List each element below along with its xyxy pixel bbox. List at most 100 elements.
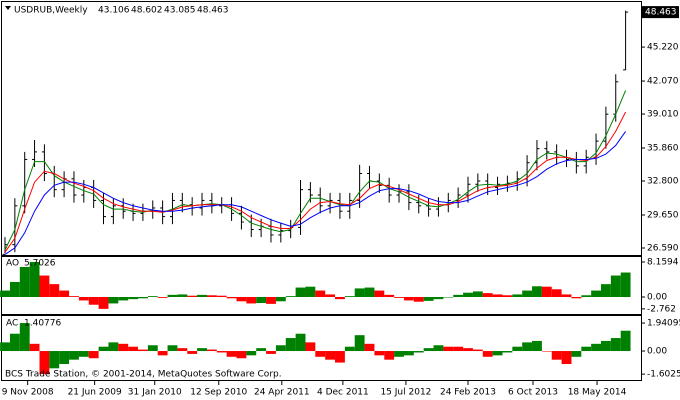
histogram-bar (19, 323, 30, 352)
histogram-bar (541, 351, 552, 352)
histogram-bar (364, 343, 375, 352)
histogram-bar (98, 297, 109, 309)
ac-name: AC (6, 319, 18, 329)
y-tick-label: 29.650 (647, 210, 679, 220)
y-tick-label: 35.860 (647, 144, 679, 154)
histogram-bar (591, 290, 601, 298)
histogram-bar (443, 297, 454, 298)
last-low: 43.085 (164, 6, 196, 16)
histogram-bar (0, 290, 10, 298)
ao-name: AO (6, 259, 19, 269)
menu-arrow (5, 6, 11, 10)
histogram-bar (187, 351, 198, 354)
histogram-bar (39, 351, 50, 375)
ao-value: 5.7026 (24, 259, 56, 269)
histogram-bar (59, 351, 70, 364)
histogram-bar (69, 296, 79, 298)
histogram-bar (600, 340, 611, 352)
histogram-bar (423, 348, 434, 352)
histogram-bar (285, 338, 296, 352)
histogram-bar (551, 351, 562, 360)
histogram-bar (88, 351, 99, 359)
last-open: 43.106 (98, 6, 130, 16)
histogram-bar (285, 296, 296, 298)
histogram-bar (305, 286, 316, 298)
histogram-bar (108, 342, 119, 352)
histogram-bar (335, 351, 345, 363)
histogram-bar (216, 351, 227, 353)
moving-average (4, 131, 627, 255)
x-tick-label: 24 Feb 2013 (440, 388, 496, 398)
y-tick-label: 1.94095 (647, 319, 680, 329)
histogram-bar (118, 343, 129, 352)
histogram-bar (29, 261, 40, 298)
histogram-bar (512, 294, 523, 298)
histogram-bar (581, 346, 592, 352)
histogram-bar (482, 351, 493, 357)
histogram-bar (78, 351, 89, 357)
histogram-bar (374, 290, 385, 298)
histogram-bar (246, 351, 257, 356)
histogram-bar (413, 351, 424, 353)
histogram-bar (39, 275, 50, 298)
histogram-bar (472, 291, 483, 298)
histogram-bar (216, 295, 227, 298)
histogram-bar (354, 288, 365, 298)
histogram-bar (206, 349, 217, 352)
histogram-bar (364, 287, 375, 298)
histogram-bar (29, 343, 40, 352)
histogram-bar (108, 297, 119, 304)
histogram-bar (78, 297, 89, 301)
histogram-bar (315, 290, 326, 298)
histogram-bar (275, 345, 286, 352)
histogram-bar (492, 294, 503, 298)
histogram-bar (325, 351, 336, 360)
histogram-bar (571, 351, 582, 357)
y-tick-label: 8.1594 (647, 257, 679, 267)
histogram-bar (315, 351, 326, 357)
histogram-bar (620, 272, 631, 298)
histogram-bar (610, 275, 621, 298)
histogram-bar (167, 294, 178, 298)
histogram-bar (0, 342, 10, 352)
histogram-bar (118, 297, 129, 301)
histogram-bar (522, 342, 533, 352)
chart-title: USDRUB,Weekly (14, 6, 88, 16)
x-tick-label: 24 Apr 2011 (254, 388, 310, 398)
x-tick-label: 18 May 2014 (568, 388, 627, 398)
histogram-bar (305, 342, 316, 352)
histogram-bar (98, 346, 109, 352)
x-tick-label: 31 Jan 2010 (128, 388, 182, 398)
histogram-bar (177, 294, 188, 298)
histogram-bar (335, 297, 345, 300)
ao-frame (1, 256, 642, 315)
x-tick-label: 9 Nov 2008 (2, 388, 54, 398)
histogram-bar (591, 343, 601, 352)
histogram-bar (423, 297, 434, 301)
x-tick-label: 12 Sep 2010 (190, 388, 247, 398)
histogram-bar (59, 290, 70, 298)
x-tick-label: 15 Jul 2012 (380, 388, 431, 398)
histogram-bar (256, 297, 267, 304)
frames (1, 1, 642, 381)
histogram-bar (266, 351, 276, 354)
y-tick-label: 45.220 (647, 43, 679, 53)
histogram-bar (9, 281, 20, 298)
histogram-bar (610, 338, 621, 352)
ac-value: 1.40776 (24, 319, 61, 329)
histogram-bar (266, 297, 276, 304)
histogram-bar (374, 351, 385, 356)
histogram-bar (472, 349, 483, 352)
histogram-bar (187, 295, 198, 298)
last-close: 48.463 (197, 6, 229, 16)
histogram-bar (49, 351, 60, 369)
histogram-bar (138, 349, 148, 352)
histogram-bar (581, 295, 592, 298)
histogram-bar (354, 335, 365, 352)
moving-average (4, 90, 627, 251)
main-frame (1, 1, 642, 256)
histogram-bar (147, 345, 158, 352)
histogram-bar (502, 295, 513, 298)
x-tick-label: 6 Oct 2013 (508, 388, 558, 398)
histogram-bar (463, 348, 473, 352)
